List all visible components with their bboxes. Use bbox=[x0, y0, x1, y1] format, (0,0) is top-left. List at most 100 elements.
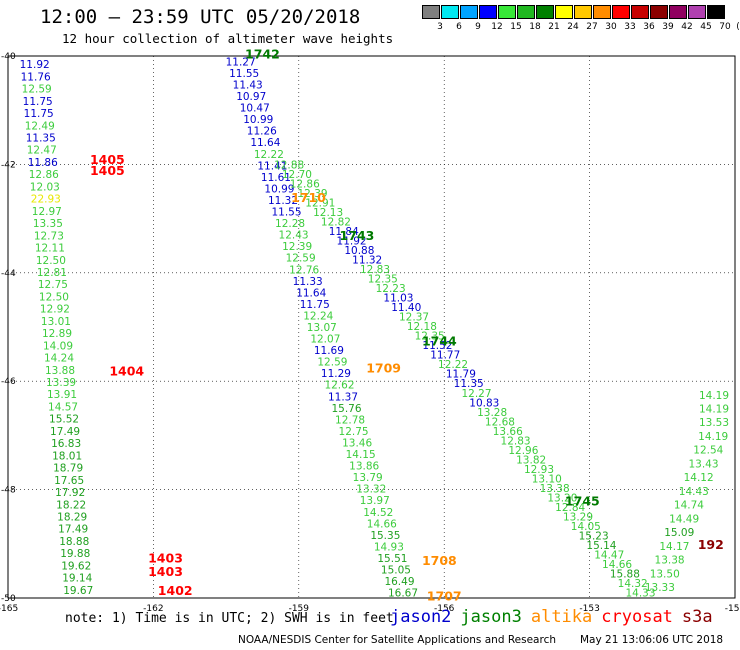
wave-height-value: 16.49 bbox=[384, 576, 414, 588]
wave-height-value: 13.53 bbox=[699, 417, 729, 429]
wave-height-value: 19.14 bbox=[62, 573, 92, 585]
wave-height-value: 13.82 bbox=[516, 454, 546, 466]
wave-height-value: 12.91 bbox=[305, 197, 335, 209]
wave-height-value: 13.66 bbox=[493, 426, 523, 438]
wave-height-value: 22.93 bbox=[31, 194, 61, 206]
wave-height-value: 11.52 bbox=[422, 340, 452, 352]
wave-height-value: 19.88 bbox=[60, 548, 90, 560]
wave-height-value: 11.92 bbox=[20, 59, 50, 71]
wave-height-value: 11.55 bbox=[271, 207, 301, 219]
wave-height-value: 12.28 bbox=[275, 218, 305, 230]
scale-label-12: 12 bbox=[491, 22, 503, 32]
wave-height-value: 16.83 bbox=[51, 438, 81, 450]
scale-swatch-39 bbox=[650, 5, 668, 19]
scale-label-27: 27 bbox=[586, 22, 598, 32]
wave-height-value: 12.27 bbox=[461, 388, 491, 400]
wave-height-value: 13.39 bbox=[46, 377, 76, 389]
wave-height-value: 13.38 bbox=[540, 483, 570, 495]
wave-height-value: 15.51 bbox=[377, 553, 407, 565]
wave-height-value: 12.68 bbox=[485, 416, 515, 428]
wave-height-value: 10.99 bbox=[264, 183, 294, 195]
wave-height-value: 14.19 bbox=[699, 390, 729, 402]
pass-time-label: 1710 bbox=[291, 190, 326, 205]
wave-height-value: 12.50 bbox=[36, 255, 66, 267]
wave-height-value: 12.92 bbox=[40, 304, 70, 316]
wave-height-value: 14.43 bbox=[679, 486, 709, 498]
scale-label-24: 24 bbox=[567, 22, 579, 32]
wave-height-value: 12.47 bbox=[27, 145, 57, 157]
wave-height-value: 12.88 bbox=[274, 159, 304, 171]
wave-height-value: 14.57 bbox=[48, 401, 78, 413]
wave-height-value: 12.50 bbox=[39, 291, 69, 303]
wave-height-value: 17.65 bbox=[54, 475, 84, 487]
scale-label-30: 30 bbox=[605, 22, 617, 32]
wave-height-value: 13.91 bbox=[47, 389, 77, 401]
wave-height-value: 14.66 bbox=[367, 518, 397, 530]
wave-height-value: 12.03 bbox=[30, 181, 60, 193]
wave-height-value: 18.29 bbox=[57, 512, 87, 524]
scale-label-45: 45 bbox=[700, 22, 712, 32]
scale-label-6: 6 bbox=[456, 22, 462, 32]
footer-note: note: 1) Time is in UTC; 2) SWH is in fe… bbox=[65, 611, 394, 626]
wave-height-value: 11.75 bbox=[300, 299, 330, 311]
pass-time-label: 1707 bbox=[427, 588, 462, 603]
wave-height-value: 11.27 bbox=[226, 56, 256, 68]
credit-line: NOAA/NESDIS Center for Satellite Applica… bbox=[238, 634, 556, 646]
wave-height-value: 14.05 bbox=[571, 521, 601, 533]
scale-units: (ft) bbox=[736, 22, 740, 32]
scale-label-15: 15 bbox=[510, 22, 522, 32]
scale-label-21: 21 bbox=[548, 22, 560, 32]
scale-swatch-6 bbox=[441, 5, 459, 19]
scale-swatch-21 bbox=[536, 5, 554, 19]
wave-height-value: 15.35 bbox=[370, 530, 400, 542]
wave-height-value: 18.01 bbox=[52, 450, 82, 462]
scale-label-9: 9 bbox=[475, 22, 481, 32]
wave-height-value: 14.12 bbox=[684, 472, 714, 484]
wave-height-value: 12.76 bbox=[289, 264, 319, 276]
wave-height-value: 11.55 bbox=[229, 68, 259, 80]
wave-height-value: 11.35 bbox=[454, 378, 484, 390]
wave-height-value: 13.20 bbox=[547, 492, 577, 504]
wave-height-value: 10.97 bbox=[236, 91, 266, 103]
pass-time-label: 1742 bbox=[245, 46, 280, 61]
wave-height-value: 14.17 bbox=[659, 541, 689, 553]
wave-height-value: 11.84 bbox=[329, 226, 359, 238]
wave-height-value: 11.03 bbox=[383, 293, 413, 305]
wave-height-value: 12.82 bbox=[321, 216, 351, 228]
lon-tick-label: -159 bbox=[289, 604, 310, 614]
wave-height-value: 11.37 bbox=[328, 391, 358, 403]
scale-label-39: 39 bbox=[662, 22, 674, 32]
wave-height-value: 12.07 bbox=[310, 334, 340, 346]
wave-height-value: 12.39 bbox=[298, 188, 328, 200]
pass-time-label: 1709 bbox=[366, 361, 401, 376]
wave-height-value: 14.15 bbox=[346, 449, 376, 461]
pass-time-label: 1743 bbox=[340, 228, 375, 243]
lat-tick-label: -48 bbox=[1, 486, 16, 496]
lon-tick-label: -162 bbox=[143, 604, 163, 614]
wave-height-value: 14.19 bbox=[699, 403, 729, 415]
wave-height-value: 11.35 bbox=[26, 132, 56, 144]
wave-height-value: 12.78 bbox=[335, 414, 365, 426]
wave-height-value: 11.79 bbox=[446, 369, 476, 381]
pass-time-label: 1403 bbox=[148, 564, 183, 579]
wave-height-value: 12.97 bbox=[32, 206, 62, 218]
scale-swatch-15 bbox=[498, 5, 516, 19]
wave-height-value: 13.79 bbox=[353, 472, 383, 484]
wave-height-value: 14.49 bbox=[669, 513, 699, 525]
wave-height-value: 12.49 bbox=[25, 120, 55, 132]
wave-height-value: 19.67 bbox=[63, 585, 93, 597]
wave-height-value: 12.18 bbox=[407, 321, 437, 333]
scale-swatch-45 bbox=[688, 5, 706, 19]
lat-tick-label: -44 bbox=[1, 269, 16, 279]
pass-time-label: 1403 bbox=[148, 550, 183, 565]
wave-height-value: 12.84 bbox=[555, 502, 585, 514]
wave-height-value: 12.35 bbox=[368, 274, 398, 286]
lat-tick-label: -42 bbox=[1, 160, 16, 170]
wave-height-value: 15.14 bbox=[586, 540, 616, 552]
lat-tick-label: -46 bbox=[1, 377, 16, 387]
wave-height-value: 12.24 bbox=[303, 310, 333, 322]
lat-tick-label: -50 bbox=[1, 594, 16, 604]
wave-height-value: 11.76 bbox=[21, 71, 51, 83]
